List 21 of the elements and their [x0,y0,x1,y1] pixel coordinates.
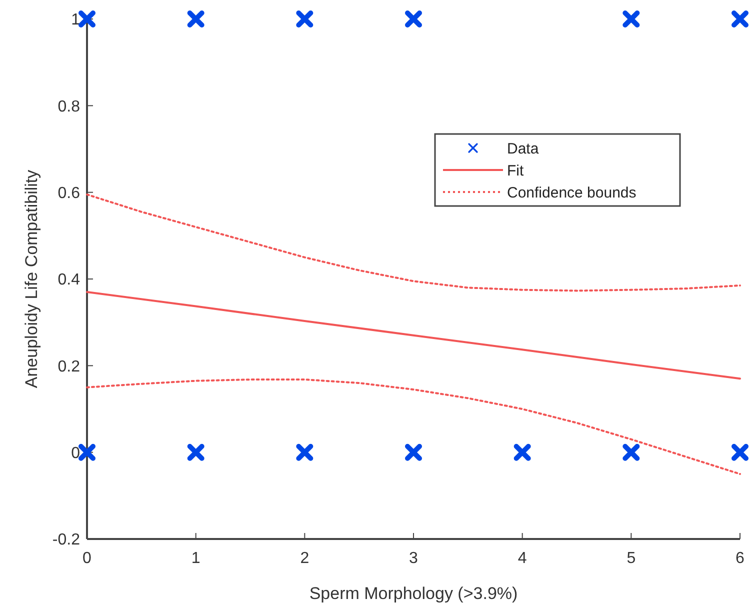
legend-label: Confidence bounds [507,184,636,202]
x-tick-label: 3 [409,550,418,567]
x-tick-label: 0 [82,550,92,567]
x-axis-title: Sperm Morphology (>3.9%) [309,584,518,603]
x-tick-label: 2 [300,550,310,567]
y-tick-label: -0.2 [52,532,80,549]
y-tick-label: 0 [71,444,80,462]
legend-label: Data [507,140,540,158]
x-tick-label: 4 [518,550,527,567]
line-series [86,378,741,475]
y-tick-label: 0.4 [58,272,80,289]
y-axis-title: Aneuploidy Life Compatibility [22,169,41,388]
x-tick-label: 1 [191,550,200,567]
y-tick-label: 1 [71,12,80,29]
legend-label: Fit [507,162,524,180]
y-tick-label: 0.2 [58,358,80,376]
line-series [86,291,741,380]
y-tick-label: 0.6 [58,184,80,202]
y-tick-label: 0.8 [58,98,80,116]
x-tick-label: 6 [736,550,745,567]
x-tick-label: 5 [626,550,636,567]
